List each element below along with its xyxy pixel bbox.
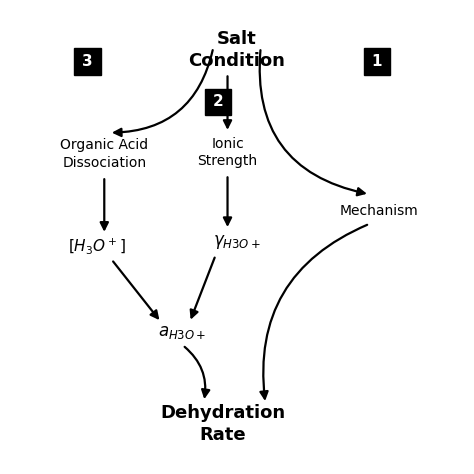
Text: $[H_3O^+]$: $[H_3O^+]$ (68, 237, 126, 256)
Text: 1: 1 (372, 54, 382, 69)
Text: 2: 2 (213, 94, 223, 109)
FancyBboxPatch shape (364, 48, 390, 75)
Text: $\mathit{\gamma}_{H3O+}$: $\mathit{\gamma}_{H3O+}$ (213, 233, 261, 251)
Text: Dehydration
Rate: Dehydration Rate (160, 404, 285, 444)
Text: Mechanism: Mechanism (340, 204, 419, 218)
Text: Ionic
Strength: Ionic Strength (198, 137, 257, 168)
Text: Organic Acid
Dissociation: Organic Acid Dissociation (60, 138, 148, 170)
FancyBboxPatch shape (74, 48, 101, 75)
Text: $a_{H3O+}$: $a_{H3O+}$ (158, 323, 207, 341)
Text: 3: 3 (82, 54, 93, 69)
Text: Salt
Condition: Salt Condition (189, 30, 285, 70)
FancyBboxPatch shape (205, 89, 231, 115)
